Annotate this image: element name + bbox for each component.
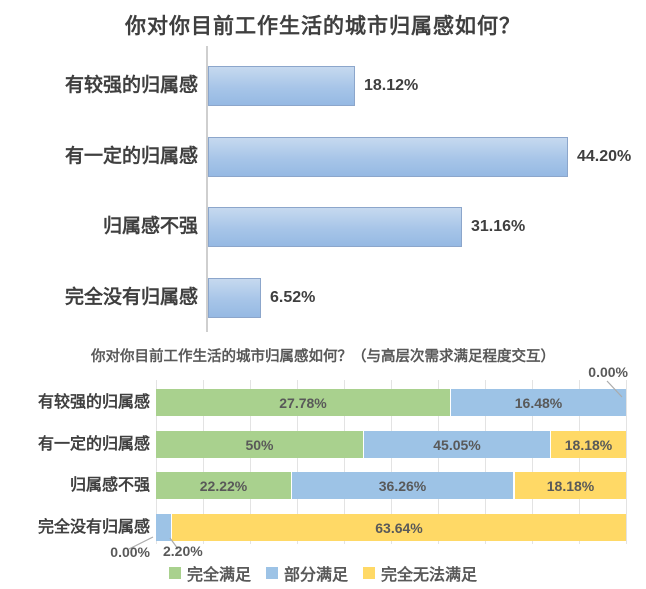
chart2-gridline	[203, 380, 204, 544]
legend-item-not-satisfied: 完全无法满足	[363, 561, 477, 585]
chart2-bar-segment: 63.64%	[172, 514, 626, 541]
legend-swatch-green	[168, 567, 181, 579]
chart2-category-label: 归属感不强	[69, 477, 150, 494]
chart2-bar-segment: 45.05%	[364, 431, 551, 458]
chart1-title: 你对你目前工作生活的城市归属感如何？	[125, 15, 521, 38]
chart2-gridline	[532, 380, 533, 544]
chart2-bar-segment	[156, 514, 172, 541]
chart2-gridline	[626, 380, 627, 544]
chart2-category-label: 有一定的归属感	[37, 436, 150, 453]
chart2-category-label: 完全没有归属感	[37, 519, 150, 536]
chart2-bar-segment: 36.26%	[292, 472, 514, 499]
callout-none-partial: 2.20%	[163, 543, 203, 559]
chart2-gridline	[344, 380, 345, 544]
chart1-category-label: 完全没有归属感	[64, 287, 198, 308]
chart1-value-label: 31.16%	[471, 218, 526, 235]
chart2-title: 你对你目前工作生活的城市归属感如何？（与高层次需求满足程度交互）	[91, 349, 555, 365]
chart2-bar-segment: 50%	[156, 431, 364, 458]
callout-zero-none-full: 0.00%	[110, 544, 150, 560]
chart2-bar-segment: 18.18%	[515, 472, 626, 499]
chart2-gridline	[156, 380, 157, 544]
chart2-gridline	[485, 380, 486, 544]
chart2-bar-segment: 16.48%	[451, 389, 626, 416]
chart1-category-label: 有一定的归属感	[64, 146, 198, 167]
chart2-category-label: 有较强的归属感	[37, 394, 150, 411]
chart1-category-label: 归属感不强	[102, 216, 198, 237]
chart2-gridline	[579, 380, 580, 544]
callout-zero-strong-unmet: 0.00%	[588, 364, 628, 380]
chart2-gridline	[391, 380, 392, 544]
chart2-bar-segment: 27.78%	[156, 389, 451, 416]
chart2-gridline	[438, 380, 439, 544]
chart1-value-label: 6.52%	[270, 289, 316, 306]
chart1-category-label: 有较强的归属感	[64, 75, 198, 96]
chart1-bar	[208, 137, 568, 177]
legend-label-partially-satisfied: 部分满足	[283, 567, 348, 584]
chart2-gridline	[297, 380, 298, 544]
legend-swatch-blue	[265, 567, 278, 579]
chart2-bar-segment: 22.22%	[156, 472, 292, 499]
chart1-value-label: 18.12%	[364, 77, 419, 94]
chart1-category-axis-line	[206, 46, 208, 332]
legend-item-partially-satisfied: 部分满足	[265, 561, 348, 585]
chart1-bar	[208, 278, 261, 318]
chart1-bar	[208, 207, 462, 247]
legend-label-fully-satisfied: 完全满足	[186, 567, 251, 584]
chart1-value-label: 44.20%	[577, 148, 632, 165]
chart2-legend: 完全满足 部分满足 完全无法满足	[0, 561, 646, 585]
legend-item-fully-satisfied: 完全满足	[168, 561, 251, 585]
legend-label-not-satisfied: 完全无法满足	[381, 567, 478, 584]
chart1-bar	[208, 66, 355, 106]
chart2-gridline	[250, 380, 251, 544]
legend-swatch-yellow	[363, 567, 375, 579]
chart2-bar-segment: 18.18%	[551, 431, 626, 458]
